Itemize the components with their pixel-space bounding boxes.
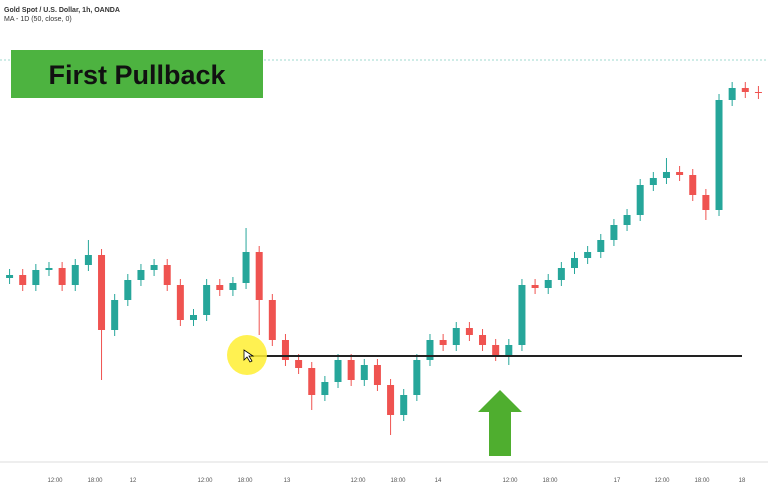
- candle-body: [426, 340, 434, 360]
- arrow: [478, 390, 522, 456]
- x-tick-label: 13: [284, 478, 291, 484]
- banner-text: First Pullback: [48, 60, 226, 90]
- candle-body: [373, 365, 381, 385]
- candle-body: [6, 275, 14, 278]
- x-tick-label: 18:00: [542, 478, 558, 484]
- x-tick-label: 17: [614, 478, 621, 484]
- x-tick-label: 12:00: [502, 478, 518, 484]
- symbol: Gold Spot / U.S. Dollar, 1h, OANDA: [4, 7, 120, 14]
- candles: [6, 82, 762, 435]
- x-tick-label: 14: [435, 478, 442, 484]
- x-tick-label: 18:00: [390, 478, 406, 484]
- candle-body: [452, 328, 460, 345]
- candle-body: [347, 360, 355, 380]
- candle-body: [163, 265, 171, 285]
- candle-body: [571, 258, 578, 268]
- candle-body: [334, 360, 342, 382]
- x-tick-label: 12:00: [47, 478, 63, 484]
- candle-body: [19, 275, 27, 285]
- candle-body: [295, 360, 303, 368]
- x-labels: 12:00 18:00 12 12:00 18:00 13 12:00 18:00 14 12:0…: [47, 478, 746, 484]
- x-tick-label: 12:00: [654, 478, 670, 484]
- x-tick-label: 12:00: [197, 478, 213, 484]
- banner-box: [11, 50, 263, 98]
- candle-body: [387, 385, 395, 415]
- candle-body: [518, 285, 526, 345]
- candle-body: [268, 300, 276, 340]
- candle-body: [400, 395, 408, 415]
- candle-body: [242, 252, 250, 283]
- candle-body: [32, 270, 40, 285]
- x-tick-label: 18:00: [87, 478, 103, 484]
- candle-body: [360, 365, 368, 380]
- candle-body: [623, 215, 631, 225]
- candle-body: [715, 100, 723, 210]
- candle-body: [84, 255, 92, 265]
- candle-body: [229, 283, 237, 290]
- candle-body: [281, 340, 289, 360]
- indicator: MA - 1D (50, close, 0): [4, 16, 72, 23]
- candle-body: [479, 335, 487, 345]
- candle-body: [203, 285, 211, 315]
- candle-body: [124, 280, 132, 300]
- candle-body: [216, 285, 224, 290]
- candle-body: [176, 285, 184, 320]
- x-tick-label: 12:00: [350, 478, 366, 484]
- candle-body: [728, 88, 736, 100]
- candle-body: [676, 172, 684, 175]
- candle-body: [584, 252, 592, 258]
- x-tick-label: 18: [739, 478, 746, 484]
- candle-body: [544, 280, 552, 288]
- candle-body: [689, 175, 697, 195]
- candle-body: [58, 268, 66, 285]
- candle-body: [439, 340, 447, 345]
- candle-body: [754, 92, 762, 93]
- cursor: [243, 349, 255, 363]
- candle-body: [557, 268, 565, 280]
- candle-body: [45, 268, 53, 270]
- x-tick-label: 18:00: [694, 478, 710, 484]
- x-tick-label: 18:00: [237, 478, 253, 484]
- candle-body: [531, 285, 539, 288]
- candle-body: [492, 345, 500, 355]
- candle-body: [190, 315, 197, 320]
- candle-body: [255, 252, 263, 300]
- candle-body: [636, 185, 644, 215]
- candle-body: [702, 195, 710, 210]
- candle-body: [465, 328, 473, 335]
- candle-body: [150, 265, 158, 270]
- candle-body: [111, 300, 119, 330]
- candle-body: [321, 382, 329, 395]
- candle-body: [662, 172, 670, 178]
- candle-body: [610, 225, 618, 240]
- x-tick-label: 12: [130, 478, 137, 484]
- candle-body: [505, 345, 513, 355]
- candle-body: [137, 270, 145, 280]
- candle-body: [71, 265, 79, 285]
- candle-body: [413, 360, 421, 395]
- candle-body: [741, 88, 749, 92]
- candle-body: [597, 240, 605, 252]
- candle-body: [308, 368, 316, 395]
- candle-body: [649, 178, 657, 185]
- candle-body: [98, 255, 106, 330]
